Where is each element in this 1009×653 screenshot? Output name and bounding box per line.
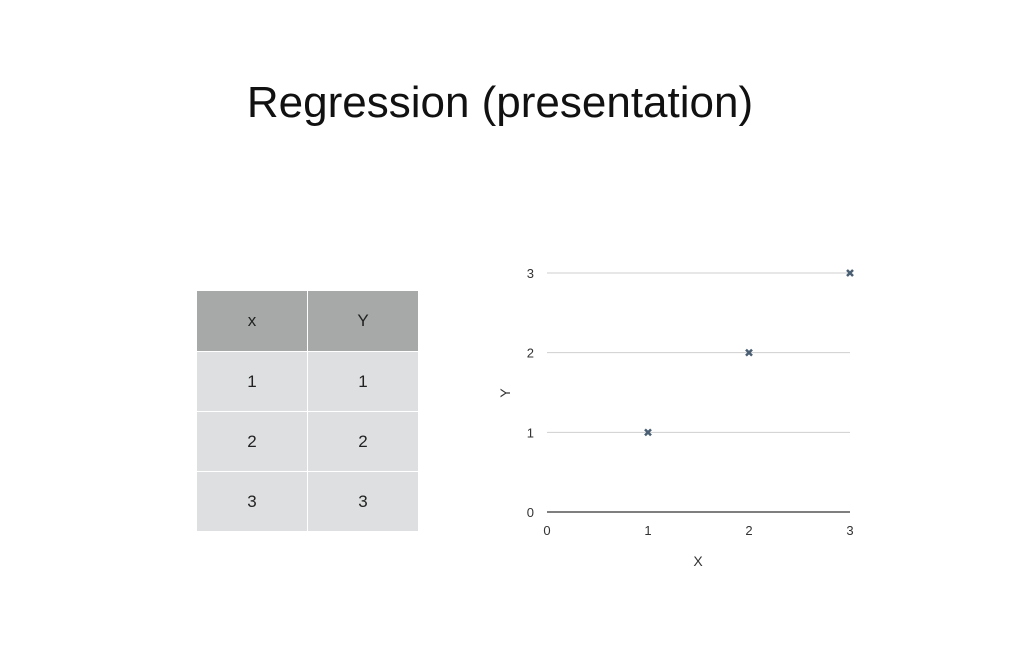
slide-title: Regression (presentation)	[246, 78, 754, 127]
table-row: 2 2	[196, 411, 419, 472]
data-point	[745, 348, 753, 357]
cell: 1	[307, 351, 419, 412]
header-x: x	[196, 290, 308, 352]
x-tick-label: 3	[846, 523, 853, 538]
cell: 1	[196, 351, 308, 412]
x-tick-label: 2	[745, 523, 752, 538]
table-row: 1 1	[196, 351, 419, 412]
y-tick-label: 0	[527, 505, 534, 520]
y-tick-label: 2	[527, 346, 534, 361]
cell: 3	[307, 471, 419, 532]
table-header-row: x Y	[196, 290, 419, 352]
data-table: x Y 1 1 2 2 3 3	[196, 290, 419, 532]
cell: 3	[196, 471, 308, 532]
y-tick-label: 1	[527, 425, 534, 440]
table-row: 3 3	[196, 471, 419, 532]
cell: 2	[196, 411, 308, 472]
x-tick-label: 0	[543, 523, 550, 538]
cell: 2	[307, 411, 419, 472]
y-axis-label: Y	[497, 388, 513, 398]
data-point	[644, 428, 652, 437]
y-tick-label: 3	[527, 266, 534, 281]
data-point	[846, 269, 854, 277]
x-axis-label: X	[693, 553, 703, 569]
x-tick-label: 1	[644, 523, 651, 538]
header-y: Y	[307, 290, 419, 352]
